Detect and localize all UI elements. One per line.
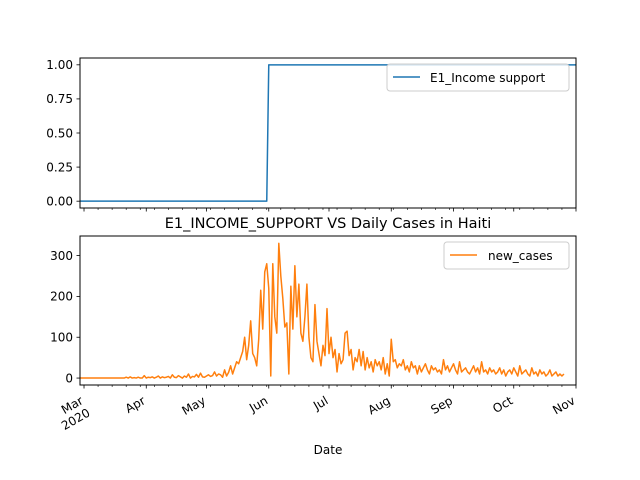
y-tick-label: 100 xyxy=(50,331,73,345)
y-tick-label: 0 xyxy=(65,371,73,385)
legend-box xyxy=(386,63,570,92)
x-axis-label: Date xyxy=(314,443,343,457)
y-tick-label: 0.75 xyxy=(46,92,73,106)
y-tick-label: 200 xyxy=(50,290,73,304)
x-tick-label: Jul xyxy=(310,393,330,413)
bottom-subplot-y-ticks: 0 100 200 300 xyxy=(50,249,80,385)
y-tick-label: 0.25 xyxy=(46,160,73,174)
y-tick-label: 0.50 xyxy=(46,126,73,140)
bottom-subplot: E1_INCOME_SUPPORT VS Daily Cases in Hait… xyxy=(50,216,577,457)
y-tick-label: 0.00 xyxy=(46,194,73,208)
series-line-new-cases xyxy=(80,242,565,379)
bottom-subplot-series xyxy=(80,242,565,379)
y-tick-label: 1.00 xyxy=(46,58,73,72)
top-subplot: 0.00 0.25 0.50 0.75 1.00 E1_Income support xyxy=(46,57,577,212)
top-subplot-y-ticks: 0.00 0.25 0.50 0.75 1.00 xyxy=(46,58,80,208)
legend-label-income-support: E1_Income support xyxy=(430,71,546,85)
bottom-subplot-legend: new_cases xyxy=(443,241,570,270)
bottom-subplot-frame xyxy=(79,235,577,386)
top-subplot-legend: E1_Income support xyxy=(386,63,570,92)
top-subplot-x-ticks xyxy=(83,208,577,212)
y-tick-label: 300 xyxy=(50,249,73,263)
legend-label-new-cases: new_cases xyxy=(488,249,553,263)
chart-title: E1_INCOME_SUPPORT VS Daily Cases in Hait… xyxy=(165,216,491,232)
legend-box xyxy=(443,241,570,270)
